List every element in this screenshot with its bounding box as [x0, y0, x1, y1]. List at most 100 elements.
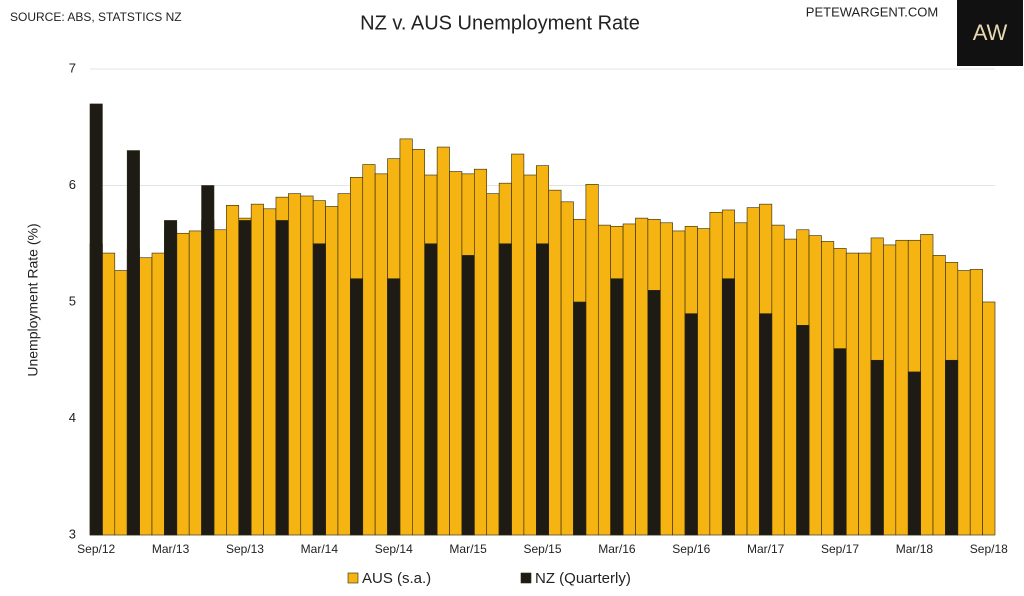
bar [907, 371, 921, 536]
bar [300, 195, 314, 536]
bar [808, 235, 822, 536]
bar [932, 255, 946, 536]
bar [126, 150, 140, 536]
bar [238, 220, 252, 536]
bar [399, 138, 413, 536]
x-tick-label: Mar/13 [152, 542, 190, 556]
bar [102, 252, 116, 536]
logo-box [957, 0, 1023, 66]
bar [659, 222, 673, 536]
bar [721, 278, 735, 536]
x-tick-label: Mar/18 [896, 542, 934, 556]
bar [647, 290, 661, 536]
bar [858, 252, 872, 536]
bar [89, 103, 103, 536]
bar [783, 238, 797, 536]
bar [151, 252, 165, 536]
bar [635, 217, 649, 536]
legend-label: NZ (Quarterly) [535, 570, 631, 587]
bar [412, 149, 426, 536]
bar [697, 228, 711, 536]
legend-swatch [347, 572, 359, 584]
bar [597, 224, 611, 536]
bar [114, 270, 128, 536]
x-tick-label: Sep/14 [375, 542, 413, 556]
bar [436, 146, 450, 536]
bar [498, 243, 512, 536]
bar [870, 359, 884, 536]
y-tick-label: 7 [69, 60, 76, 75]
bar [585, 184, 599, 536]
bar [982, 301, 996, 536]
bar [188, 230, 202, 536]
bar [895, 239, 909, 536]
bar [622, 223, 636, 536]
bar [337, 193, 351, 536]
chart-title: NZ v. AUS Unemployment Rate [360, 12, 640, 34]
bar [424, 243, 438, 536]
bar [213, 229, 227, 536]
bar [176, 232, 190, 536]
bar [275, 220, 289, 536]
source-note: SOURCE: ABS, STATSTICS NZ [10, 10, 182, 24]
x-tick-label: Mar/15 [449, 542, 487, 556]
bar [883, 244, 897, 536]
bar [164, 220, 178, 536]
bar [461, 255, 475, 536]
bar [312, 243, 326, 536]
x-tick-label: Mar/16 [598, 542, 636, 556]
bar [325, 206, 339, 536]
bar [920, 234, 934, 536]
y-tick-label: 6 [69, 177, 76, 192]
bar [201, 185, 215, 536]
legend-swatch [520, 572, 532, 584]
bar [250, 203, 264, 536]
bar [263, 208, 277, 536]
bar [845, 252, 859, 536]
bar [684, 313, 698, 536]
x-tick-label: Sep/12 [77, 542, 115, 556]
bar [969, 269, 983, 536]
logo: AW [973, 20, 1008, 45]
y-tick-label: 3 [69, 526, 76, 541]
bar [474, 168, 488, 536]
y-tick-label: 4 [69, 410, 76, 425]
bar [139, 257, 153, 536]
bar [672, 230, 686, 536]
bar [560, 201, 574, 536]
bar [536, 243, 549, 536]
bar [523, 174, 537, 536]
bar [486, 193, 500, 536]
bar [734, 222, 748, 536]
bar [449, 171, 463, 536]
bar [350, 278, 364, 536]
y-axis-label: Unemployment Rate (%) [25, 223, 41, 376]
bar [957, 270, 971, 536]
x-tick-label: Mar/17 [747, 542, 785, 556]
bar [709, 211, 723, 536]
bar [771, 224, 785, 536]
x-tick-label: Sep/16 [672, 542, 710, 556]
bar [759, 313, 773, 536]
bar [746, 207, 760, 536]
x-tick-label: Sep/18 [970, 542, 1008, 556]
bar [511, 153, 525, 536]
bar [362, 164, 376, 536]
y-tick-label: 5 [69, 293, 76, 308]
site-name: PETEWARGENT.COM [806, 4, 938, 19]
bar [387, 278, 401, 536]
bar [548, 189, 562, 536]
x-tick-label: Mar/14 [301, 542, 339, 556]
x-tick-label: Sep/13 [226, 542, 264, 556]
bar [945, 359, 959, 536]
bar [833, 348, 847, 536]
legend-label: AUS (s.a.) [362, 570, 431, 587]
bar [610, 278, 624, 536]
x-tick-label: Sep/17 [821, 542, 859, 556]
bar [821, 241, 835, 536]
bar [374, 173, 388, 536]
bar [796, 324, 810, 536]
bar [288, 193, 302, 536]
bar [226, 205, 240, 536]
